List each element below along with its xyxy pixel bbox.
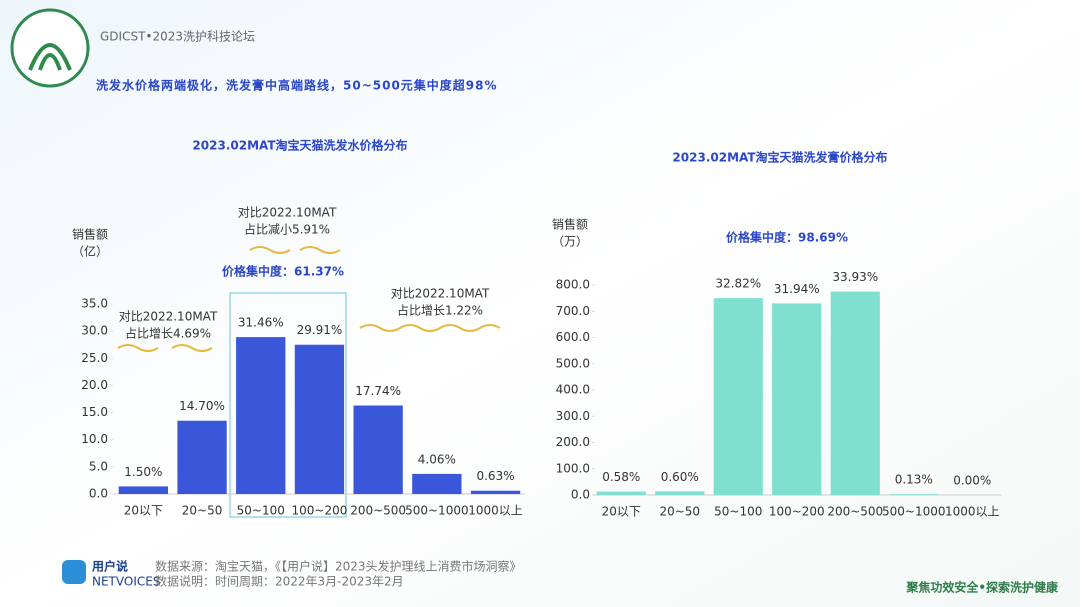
y-axis-label: 销售额 [72,227,108,242]
x-tick-label: 20以下 [602,505,641,519]
annotation: 对比2022.10MAT [238,206,337,220]
y-axis-label: （万） [552,235,588,249]
x-tick-label: 20~50 [182,504,223,518]
share-label: 0.58% [602,470,640,484]
bar [177,420,227,494]
y-tick-label: 10.0 [81,432,108,446]
slogan: 聚焦功效安全•探索洗护健康 [905,580,1059,595]
x-tick-label: 200~500 [827,505,883,519]
squiggle [117,246,501,352]
share-label: 17.74% [355,384,401,398]
footer-logo-sub: NETVOICES [92,575,160,589]
share-label: 31.46% [238,316,284,330]
chart-title: 2023.02MAT淘宝天猫洗发膏价格分布 [672,150,887,165]
x-tick-label: 1000以上 [468,504,523,518]
bar [655,491,705,495]
brand: GDICST•2023洗护科技论坛 [100,30,255,44]
share-label: 14.70% [179,399,225,413]
bar [353,405,403,494]
y-tick-label: 500.0 [556,356,590,370]
y-tick-label: 0.0 [89,487,108,501]
y-tick-label: 800.0 [556,278,590,292]
highlight-box [229,292,347,518]
bar [772,303,822,495]
y-tick-label: 25.0 [81,351,108,365]
bar [294,344,345,494]
share-label: 4.06% [418,452,456,466]
bar [236,337,286,494]
share-label: 32.82% [715,277,761,291]
logo-circle [10,8,90,88]
annotation: 占比增长4.69% [125,326,211,341]
share-label: 29.91% [297,323,343,337]
source: 数据来源：淘宝天猫，《【用户说】2023头发护理线上消费市场洞察》 [155,559,522,574]
annotation: 价格集中度：98.69% [726,230,848,245]
bar [118,486,169,494]
footer-logo: 用户说 [91,559,128,574]
x-tick-label: 500~1000 [882,505,946,519]
note: 数据说明：时间周期：2022年3月-2023年2月 [155,574,404,589]
y-tick-label: 15.0 [81,405,108,419]
bar [470,490,521,494]
y-tick-label: 100.0 [556,461,590,475]
x-tick-label: 20~50 [659,505,700,519]
y-tick-label: 300.0 [556,409,590,423]
bar [412,473,462,494]
y-tick-label: 600.0 [556,330,590,344]
bar [830,291,880,495]
share-label: 0.00% [953,474,991,488]
x-tick-label: 20以下 [124,504,163,518]
logo-leaf [28,43,72,71]
annotation: 占比减小5.91% [244,222,330,237]
y-axis-label: （亿） [72,244,108,259]
bar [713,298,763,495]
share-label: 0.63% [476,469,514,483]
bar [889,494,939,495]
y-tick-label: 5.0 [89,459,108,473]
x-tick-label: 50~100 [237,504,285,518]
y-tick-label: 200.0 [556,435,590,449]
share-label: 0.13% [895,473,933,487]
y-axis-label: 销售额 [552,217,588,232]
bar [596,491,646,495]
x-tick-label: 1000以上 [945,505,1000,519]
annotation: 占比增长1.22% [397,303,483,318]
y-tick-label: 700.0 [556,304,590,318]
x-tick-label: 50~100 [714,505,762,519]
share-label: 1.50% [124,465,162,479]
x-tick-label: 100~200 [769,505,825,519]
x-tick-label: 500~1000 [405,504,469,518]
annotation: 对比2022.10MAT [391,287,490,301]
slide-title: 洗发水价格两端极化，洗发膏中高端路线，50~500元集中度超98% [96,78,498,93]
y-tick-label: 35.0 [81,297,108,311]
x-tick-label: 200~500 [350,504,406,518]
y-tick-label: 30.0 [81,324,108,338]
y-tick-label: 400.0 [556,383,590,397]
share-label: 0.60% [661,470,699,484]
annotation: 对比2022.10MAT [119,310,218,324]
y-tick-label: 0.0 [571,488,590,502]
share-label: 31.94% [774,282,820,296]
y-tick-label: 20.0 [81,378,108,392]
annotation: 价格集中度：61.37% [222,264,344,279]
chart-title: 2023.02MAT淘宝天猫洗发水价格分布 [192,138,407,153]
footer-logo-icon [62,560,86,584]
share-label: 33.93% [832,270,878,284]
x-tick-label: 100~200 [292,504,348,518]
